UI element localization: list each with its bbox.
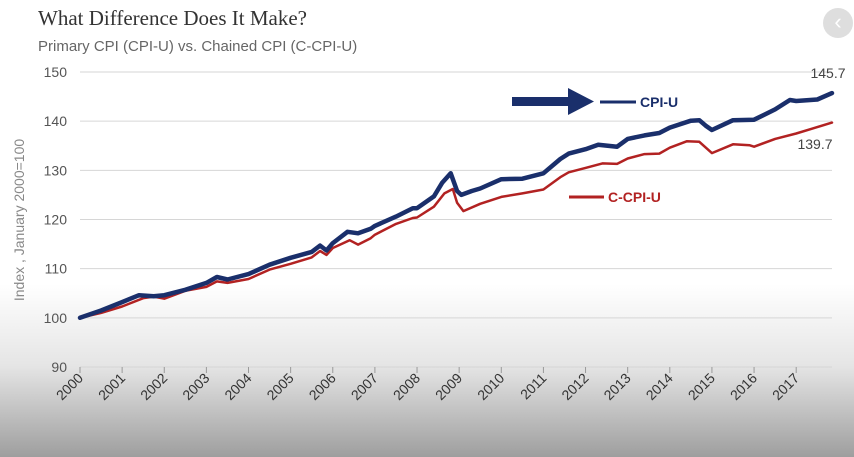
y-tick-label: 90 bbox=[51, 359, 67, 375]
series-line-c-cpi-u bbox=[78, 121, 834, 320]
cpi-u-end-label: 145.7 bbox=[810, 65, 845, 81]
x-tick-label: 2014 bbox=[643, 370, 676, 403]
x-tick-label: 2011 bbox=[517, 370, 550, 403]
back-button[interactable]: ‹ bbox=[823, 8, 853, 38]
series-line-cpi-u bbox=[77, 90, 835, 321]
y-axis-label: Index , January 2000=100 bbox=[11, 139, 27, 302]
grid bbox=[80, 71, 832, 368]
y-tick-label: 100 bbox=[44, 310, 68, 326]
x-tick-label: 2008 bbox=[390, 370, 423, 403]
chart-title: What Difference Does It Make? bbox=[38, 6, 307, 30]
y-tick-label: 130 bbox=[44, 162, 68, 178]
c-cpi-u-annotation-label: C-CPI-U bbox=[608, 189, 661, 205]
x-tick-label: 2005 bbox=[263, 370, 296, 403]
arrow-head bbox=[568, 88, 594, 115]
cpi-u-annotation-label: CPI-U bbox=[640, 94, 678, 110]
x-axis: 2000 2001 2002 2003 2004 2005 2006 2007 2008 2009… bbox=[53, 367, 802, 403]
y-tick-label: 110 bbox=[45, 261, 68, 277]
series-layer bbox=[77, 90, 835, 321]
x-tick-label: 2015 bbox=[685, 370, 718, 403]
x-tick-label: 2006 bbox=[306, 370, 339, 403]
x-tick-label: 2017 bbox=[769, 370, 802, 403]
arrow-shaft bbox=[512, 97, 570, 106]
x-tick-label: 2007 bbox=[348, 370, 381, 403]
x-tick-label: 2004 bbox=[221, 370, 254, 403]
x-tick-label: 2012 bbox=[558, 370, 591, 403]
y-tick-label: 150 bbox=[44, 64, 68, 80]
x-tick-label: 2016 bbox=[727, 370, 760, 403]
x-tick-label: 2001 bbox=[95, 370, 128, 403]
x-tick-label: 2002 bbox=[137, 370, 170, 403]
y-tick-label: 140 bbox=[44, 113, 68, 129]
x-tick-label: 2013 bbox=[600, 370, 633, 403]
y-axis: 90 100 110 120 130 140 150 bbox=[44, 64, 68, 375]
chevron-left-icon: ‹ bbox=[834, 9, 842, 34]
c-cpi-u-end-label: 139.7 bbox=[797, 136, 832, 152]
chart-subtitle: Primary CPI (CPI-U) vs. Chained CPI (C-C… bbox=[38, 38, 358, 55]
x-tick-label: 2003 bbox=[179, 370, 212, 403]
x-tick-label: 2009 bbox=[432, 370, 465, 403]
x-tick-label: 2010 bbox=[474, 370, 507, 403]
cpi-u-annotation-arrow bbox=[512, 88, 594, 115]
y-tick-label: 120 bbox=[44, 212, 68, 228]
